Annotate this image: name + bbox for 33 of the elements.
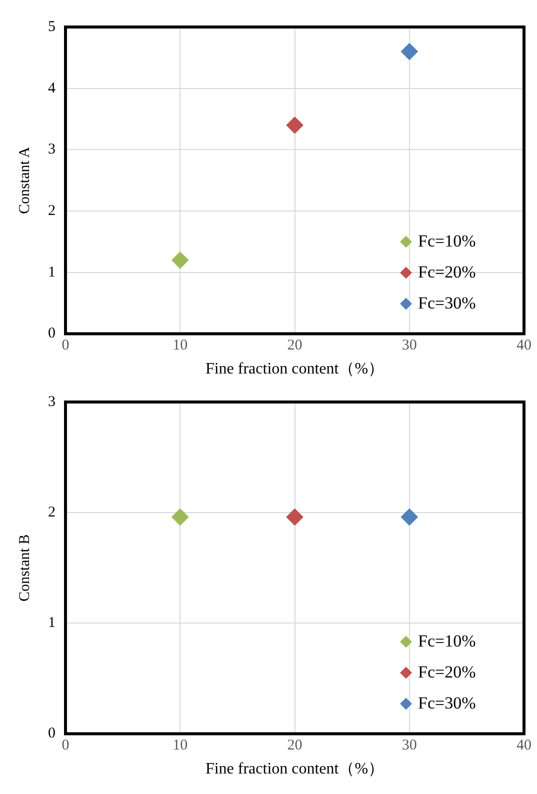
y-tick-label: 3 (48, 142, 56, 158)
legend-label: Fc=10% (418, 231, 476, 250)
x-tick-label: 30 (402, 338, 417, 354)
x-axis-title: Fine fraction content（%） (205, 760, 384, 778)
y-axis-title: Constant A (16, 146, 33, 214)
y-tick-label: 2 (48, 203, 56, 220)
y-tick-label: 5 (48, 18, 56, 35)
x-tick-label: 20 (287, 338, 302, 354)
x-tick-label: 10 (172, 738, 188, 754)
legend-label: Fc=30% (418, 693, 476, 712)
y-tick-label: 4 (48, 80, 56, 96)
legend-label: Fc=30% (418, 293, 476, 312)
y-tick-label: 0 (48, 326, 56, 342)
y-tick-label: 1 (48, 615, 56, 632)
x-tick-label: 30 (402, 738, 417, 754)
x-tick-label: 40 (516, 338, 532, 354)
point (286, 116, 304, 134)
legend-label: Fc=20% (418, 662, 476, 682)
point (172, 252, 189, 269)
y-tick-label: 3 (48, 394, 56, 410)
x-tick-label: 10 (172, 338, 188, 354)
y-tick-label: 2 (48, 504, 56, 521)
x-tick-label: 0 (62, 738, 70, 754)
x-tick-label: 20 (287, 738, 302, 754)
x-tick-label: 0 (62, 338, 70, 354)
point (400, 43, 418, 60)
legend-label: Fc=10% (418, 631, 476, 650)
y-tick-label: 1 (48, 264, 56, 280)
y-tick-label: 0 (48, 726, 56, 742)
x-axis-title: Fine fraction content（%） (205, 360, 384, 378)
y-axis-title: Constant B (16, 534, 33, 602)
legend-label: Fc=20% (418, 262, 476, 282)
x-tick-label: 40 (516, 738, 532, 754)
